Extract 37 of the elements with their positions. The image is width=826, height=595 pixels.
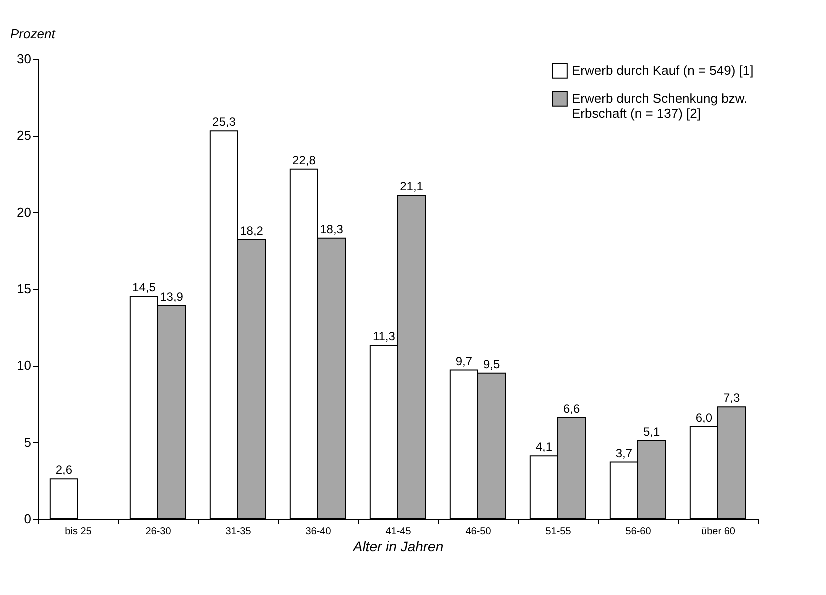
- x-tick-label: 31-35: [226, 526, 252, 538]
- data-label: 3,7: [616, 446, 633, 460]
- y-tick-label: 5: [24, 434, 32, 450]
- x-tick-label: 41-45: [386, 526, 412, 538]
- x-tick-label: 26-30: [146, 526, 172, 538]
- y-tick-label: 25: [17, 128, 32, 144]
- y-axis-title: Prozent: [10, 26, 57, 42]
- y-tick-label: 30: [17, 52, 32, 66]
- data-label: 22,8: [292, 153, 316, 168]
- data-label: 7,3: [723, 391, 740, 406]
- data-label: 25,3: [212, 115, 236, 130]
- data-label: 4,1: [536, 440, 553, 454]
- y-tick-label: 15: [17, 282, 32, 296]
- y-tick-label: 0: [24, 512, 32, 526]
- data-label: 2,6: [56, 463, 73, 478]
- data-label: 14,5: [132, 280, 156, 295]
- legend-label: Erwerb durch Schenkung bzw. Erbschaft (n = 137) [2]: [572, 91, 748, 121]
- data-label: 18,3: [320, 222, 344, 236]
- data-label: 21,1: [400, 179, 424, 194]
- data-label: 18,2: [240, 224, 264, 238]
- x-tick-label: bis 25: [65, 526, 92, 538]
- data-label: 11,3: [372, 330, 396, 344]
- y-tick-label: 20: [17, 204, 32, 220]
- x-axis-title: Alter in Jahren: [352, 538, 444, 554]
- data-label: 6,0: [696, 411, 713, 425]
- data-label: 9,7: [456, 354, 473, 368]
- data-label: 5,1: [643, 424, 660, 439]
- data-label: 6,6: [563, 402, 580, 416]
- x-tick-label: 46-50: [466, 526, 492, 538]
- data-label: 13,9: [160, 290, 184, 304]
- data-label: 9,5: [483, 357, 500, 372]
- x-tick-label: über 60: [702, 526, 736, 538]
- x-tick-label: 36-40: [306, 526, 332, 538]
- y-tick-label: 10: [17, 358, 32, 374]
- legend-label: Erwerb durch Kauf (n = 549) [1]: [572, 63, 754, 78]
- x-tick-label: 56-60: [626, 526, 652, 538]
- x-tick-label: 51-55: [546, 526, 572, 538]
